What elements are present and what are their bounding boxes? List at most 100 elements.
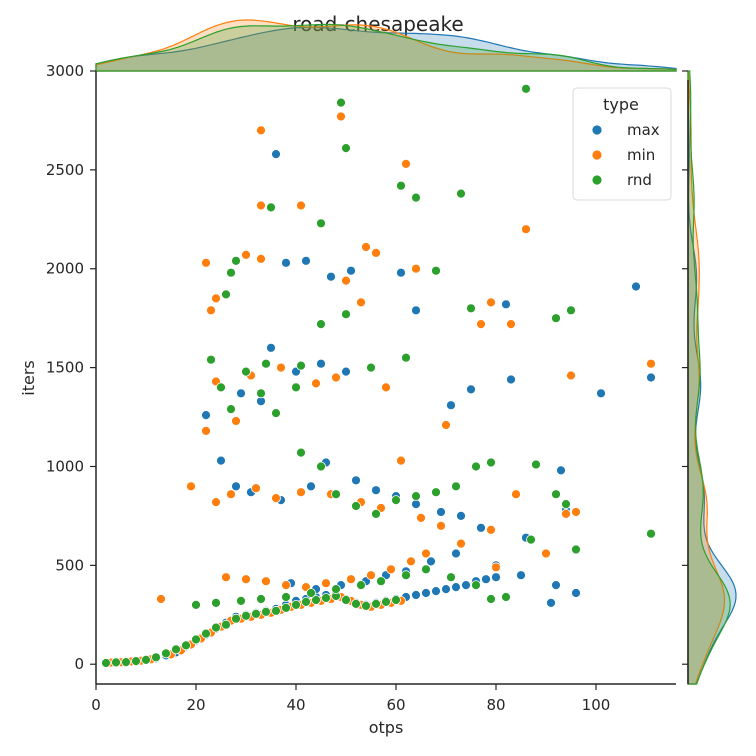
data-point-min — [456, 538, 466, 549]
data-point-max — [346, 265, 356, 276]
data-point-rnd — [236, 596, 246, 606]
data-point-max — [446, 400, 456, 411]
data-point-max — [426, 556, 436, 567]
data-point-rnd — [211, 598, 221, 608]
x-kde-rnd — [95, 23, 677, 72]
data-point-max — [306, 481, 316, 492]
data-point-min — [226, 489, 236, 500]
data-point-min — [201, 425, 211, 436]
data-point-max — [571, 588, 581, 598]
data-point-min — [491, 562, 501, 573]
data-point-rnd — [216, 382, 226, 393]
data-point-max — [476, 522, 486, 533]
data-point-max — [351, 475, 361, 486]
data-point-min — [341, 275, 351, 286]
legend: type max min rnd — [572, 87, 672, 201]
data-point-rnd — [351, 599, 361, 609]
data-point-max — [266, 342, 276, 353]
data-point-rnd — [411, 491, 421, 502]
data-point-min — [271, 493, 281, 504]
data-point-max — [461, 580, 471, 590]
data-point-min — [386, 564, 396, 575]
data-point-min — [396, 455, 406, 466]
data-point-rnd — [371, 599, 381, 609]
data-point-rnd — [131, 656, 141, 666]
data-point-min — [211, 293, 221, 304]
x-axis-label: otps — [369, 718, 404, 737]
data-point-max — [371, 485, 381, 496]
data-point-rnd — [331, 584, 341, 594]
data-point-min — [356, 297, 366, 308]
data-point-rnd — [451, 481, 461, 492]
data-point-min — [411, 263, 421, 274]
data-point-rnd — [201, 628, 211, 639]
y-tick-label: 500 — [55, 556, 84, 574]
data-point-min — [371, 247, 381, 258]
data-point-rnd — [401, 352, 411, 363]
y-tick-label: 2500 — [46, 161, 84, 179]
data-point-max — [551, 580, 561, 590]
data-point-rnd — [376, 576, 386, 587]
data-point-min — [381, 382, 391, 393]
data-point-rnd — [526, 534, 536, 545]
data-point-min — [646, 358, 656, 369]
data-point-rnd — [101, 658, 111, 668]
y-tick-label: 1500 — [46, 359, 84, 377]
data-point-rnd — [571, 544, 581, 555]
data-point-max — [411, 590, 421, 600]
y-axis-label: iters — [19, 360, 38, 395]
y-tick-label: 3000 — [46, 62, 84, 80]
data-point-rnd — [256, 388, 266, 399]
data-point-rnd — [151, 652, 161, 663]
legend-marker-max — [591, 124, 603, 136]
data-point-min — [366, 570, 376, 581]
data-point-max — [216, 455, 226, 466]
data-point-min — [331, 372, 341, 383]
data-point-max — [271, 149, 281, 160]
data-point-min — [211, 497, 221, 508]
data-point-min — [321, 578, 331, 589]
data-point-rnd — [231, 613, 241, 624]
data-point-min — [541, 548, 551, 559]
data-point-max — [436, 507, 446, 517]
x-kde-max — [95, 26, 677, 72]
data-point-max — [546, 598, 556, 608]
x-tick-label: 80 — [486, 696, 505, 714]
data-point-max — [596, 388, 606, 399]
data-point-rnd — [366, 362, 376, 373]
data-point-rnd — [391, 495, 401, 506]
data-point-max — [556, 465, 566, 476]
data-point-min — [416, 513, 426, 523]
data-point-rnd — [221, 619, 231, 630]
data-point-rnd — [221, 289, 231, 300]
data-point-max — [236, 388, 246, 399]
data-point-rnd — [396, 180, 406, 191]
x-tick-label: 0 — [91, 696, 101, 714]
data-point-rnd — [181, 640, 191, 651]
x-tick-label: 100 — [582, 696, 611, 714]
data-point-rnd — [381, 597, 391, 607]
data-point-rnd — [371, 509, 381, 519]
data-point-min — [256, 125, 266, 136]
legend-title: type — [603, 95, 639, 114]
data-point-rnd — [261, 358, 271, 369]
legend-label-max: max — [627, 121, 660, 139]
y-kde-min — [687, 70, 726, 685]
data-point-rnd — [241, 366, 251, 377]
data-point-min — [566, 370, 576, 381]
data-point-max — [516, 570, 526, 581]
x-marginal-kde — [95, 19, 677, 72]
data-point-min — [231, 416, 241, 426]
data-point-rnd — [316, 319, 326, 330]
data-point-rnd — [281, 603, 291, 613]
data-point-min — [406, 556, 416, 567]
data-point-rnd — [206, 354, 216, 365]
legend-marker-min — [591, 149, 603, 161]
data-point-rnd — [301, 597, 311, 607]
data-point-rnd — [191, 600, 201, 610]
data-point-rnd — [466, 303, 476, 314]
y-tick-label: 2000 — [46, 260, 84, 278]
x-axis-ticks: 0 20 40 60 80 100 — [91, 684, 610, 714]
y-tick-label: 1000 — [46, 457, 84, 475]
